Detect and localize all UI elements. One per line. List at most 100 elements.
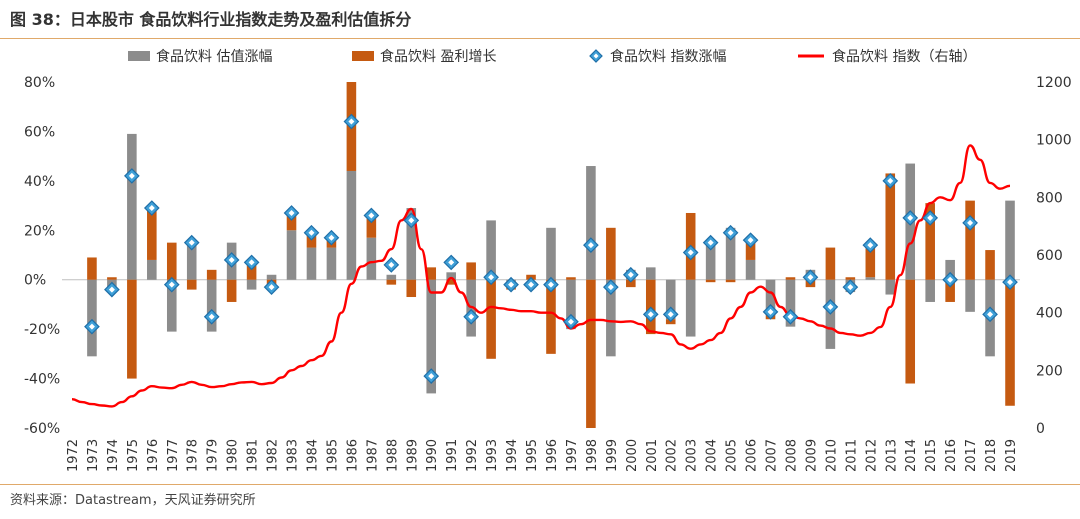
earnings-bar [985,250,995,280]
valuation-bar [166,279,177,332]
earnings-bar [426,267,437,280]
x-tick-label: 2012 [864,439,879,472]
change-marker-core [148,205,155,212]
earnings-bar [406,279,417,298]
valuation-bar [446,272,456,280]
x-tick-label: 2010 [824,439,839,472]
earnings-bar [366,212,377,238]
change-marker-core [248,259,255,266]
earnings-bar [127,279,137,379]
change-marker-core [947,276,954,283]
x-tick-label: 2015 [924,439,939,472]
valuation-bar [566,279,576,330]
valuation-bar [386,274,397,280]
change-marker-core [927,214,934,221]
change-marker-core [388,261,395,268]
x-tick-label: 1991 [445,439,460,472]
left-tick-label: -40% [24,372,60,388]
change-marker-core [128,172,135,179]
x-tick-label: 2008 [784,439,799,472]
right-tick-label: 800 [1036,190,1063,206]
change-marker-core [228,256,235,263]
valuation-bar [945,259,955,280]
left-axis-labels: 80% 60% 40% 20% 0% -20% -40% -60% [24,75,60,437]
valuation-bar [586,166,596,280]
earnings-bar [286,212,297,231]
valuation-bar [466,279,476,337]
change-marker-core [448,259,455,266]
valuation-bar [785,279,796,327]
x-tick-label: 1977 [166,439,181,472]
x-tick-label: 2018 [984,439,999,472]
change-marker-core [827,303,834,310]
x-tick-label: 2006 [745,439,760,472]
earnings-bar [626,279,636,288]
change-markers [84,113,1018,384]
legend: 食品饮料 估值涨幅 食品饮料 盈利增长 食品饮料 指数涨幅 食品饮料 指数（右轴） [128,48,976,65]
change-marker-core [188,239,195,246]
change-marker-core [687,249,694,256]
bars [87,82,1015,428]
change-marker-core [168,281,175,288]
x-tick-label: 2017 [964,439,979,472]
x-tick-label: 1999 [605,439,620,472]
change-marker-core [587,242,594,249]
valuation-bar [286,230,297,280]
change-marker-core [348,118,355,125]
x-tick-label: 2004 [705,439,720,472]
earnings-bar [925,203,935,280]
earnings-bar [87,257,97,280]
change-marker-core [887,177,894,184]
earnings-bar [246,262,257,280]
x-tick-label: 1998 [585,439,600,472]
change-marker-core [767,308,774,315]
change-marker-core [88,323,95,330]
x-axis-labels: 1972 1973 1974 1975 1976 1977 1978 1979 1980 1981… [66,439,1019,472]
title-divider [0,38,1080,39]
change-marker-core [268,284,275,291]
earnings-bar [206,269,217,280]
earnings-bar [865,245,876,278]
change-marker-core [288,209,295,216]
x-tick-label: 1993 [485,439,500,472]
change-marker-core [528,281,535,288]
x-tick-label: 2003 [685,439,700,472]
right-tick-label: 0 [1036,421,1045,437]
valuation-bar [147,259,157,280]
legend-swatch-core [593,53,599,59]
x-tick-label: 1989 [405,439,420,472]
x-tick-label: 1983 [286,439,301,472]
change-marker-core [707,239,714,246]
x-tick-label: 1980 [226,439,241,472]
x-tick-label: 1974 [106,439,121,472]
earnings-bar [785,277,796,280]
change-marker-core [468,313,475,320]
x-tick-label: 1996 [545,439,560,472]
left-tick-label: 60% [24,124,55,140]
valuation-bar [725,227,736,280]
change-marker-core [567,318,574,325]
earnings-bar [845,277,856,280]
x-tick-label: 1997 [565,439,580,472]
x-tick-label: 2005 [725,439,740,472]
earnings-bar [945,279,955,302]
valuation-bar [326,247,337,280]
change-marker-core [607,284,614,291]
x-tick-label: 1972 [66,439,81,472]
change-marker-core [667,311,674,318]
right-tick-label: 400 [1036,306,1063,322]
legend-label: 食品饮料 盈利增长 [380,48,496,65]
change-marker-core [867,242,874,249]
x-tick-label: 1994 [505,439,520,472]
right-tick-label: 1200 [1036,75,1072,91]
source-note: 资料来源：Datastream，天风证券研究所 [10,493,256,508]
earnings-bar [147,205,157,260]
valuation-bar [366,237,377,280]
change-marker-core [508,281,515,288]
legend-swatch [352,51,374,61]
earnings-bar [107,277,117,280]
valuation-bar [127,133,137,280]
change-marker-core [807,274,814,281]
change-marker-core [1007,279,1014,286]
valuation-bar [186,245,197,280]
